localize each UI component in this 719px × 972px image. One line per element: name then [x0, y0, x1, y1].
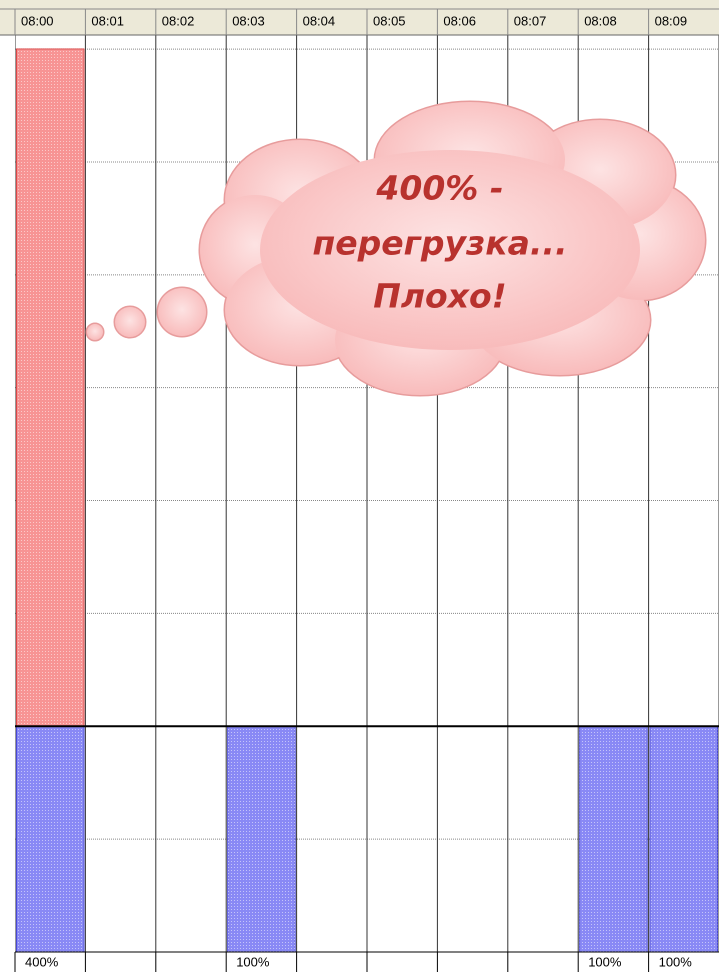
left-margin	[0, 35, 15, 972]
column-header: 08:08	[584, 13, 617, 28]
column-header: 08:01	[91, 13, 124, 28]
column-header: 08:06	[443, 13, 476, 28]
resource-graph: 400% - перегрузка... Плохо! 08:00 08:01 08…	[0, 0, 719, 972]
column-header: 08:07	[514, 13, 547, 28]
bar-texture	[580, 726, 647, 952]
bar-texture	[17, 726, 84, 952]
value-label: 100%	[659, 954, 693, 969]
column-header: 08:09	[655, 13, 688, 28]
callout-line: Плохо!	[373, 277, 506, 316]
callout-line: перегрузка...	[312, 224, 567, 263]
callout-line: 400% -	[375, 169, 503, 208]
column-header: 08:03	[232, 13, 265, 28]
value-label: 400%	[25, 954, 59, 969]
bar-texture	[228, 726, 295, 952]
column-header: 08:02	[162, 13, 195, 28]
column-header: 08:05	[373, 13, 406, 28]
bar-texture	[650, 726, 717, 952]
value-label: 100%	[588, 954, 622, 969]
column-header: 08:04	[303, 13, 336, 28]
column-header: 08:00	[21, 13, 54, 28]
value-label: 100%	[236, 954, 270, 969]
bar-texture	[17, 49, 84, 726]
